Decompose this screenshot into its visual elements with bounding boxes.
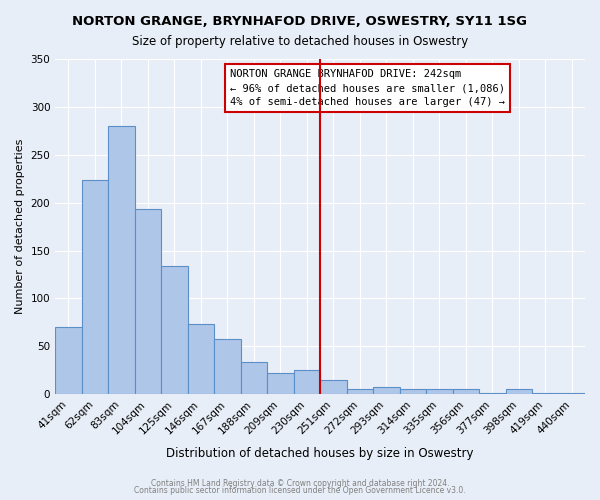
Bar: [55, 327, 82, 394]
Text: Contains HM Land Registry data © Crown copyright and database right 2024.: Contains HM Land Registry data © Crown c…: [151, 478, 449, 488]
Y-axis label: Number of detached properties: Number of detached properties: [15, 139, 25, 314]
Bar: [479, 393, 506, 394]
Bar: [82, 180, 108, 394]
Bar: [452, 390, 479, 394]
Bar: [506, 390, 532, 394]
Bar: [559, 393, 585, 394]
Bar: [373, 388, 400, 394]
Text: NORTON GRANGE BRYNHAFOD DRIVE: 242sqm
← 96% of detached houses are smaller (1,08: NORTON GRANGE BRYNHAFOD DRIVE: 242sqm ← …: [230, 69, 505, 107]
Bar: [400, 390, 426, 394]
X-axis label: Distribution of detached houses by size in Oswestry: Distribution of detached houses by size …: [166, 447, 474, 460]
Text: Contains public sector information licensed under the Open Government Licence v3: Contains public sector information licen…: [134, 486, 466, 495]
Text: NORTON GRANGE, BRYNHAFOD DRIVE, OSWESTRY, SY11 1SG: NORTON GRANGE, BRYNHAFOD DRIVE, OSWESTRY…: [73, 15, 527, 28]
Bar: [320, 380, 347, 394]
Bar: [532, 393, 559, 394]
Bar: [241, 362, 267, 394]
Bar: [426, 390, 452, 394]
Bar: [214, 338, 241, 394]
Bar: [108, 126, 134, 394]
Text: Size of property relative to detached houses in Oswestry: Size of property relative to detached ho…: [132, 35, 468, 48]
Bar: [188, 324, 214, 394]
Bar: [267, 373, 293, 394]
Bar: [134, 210, 161, 394]
Bar: [293, 370, 320, 394]
Bar: [347, 390, 373, 394]
Bar: [161, 266, 188, 394]
